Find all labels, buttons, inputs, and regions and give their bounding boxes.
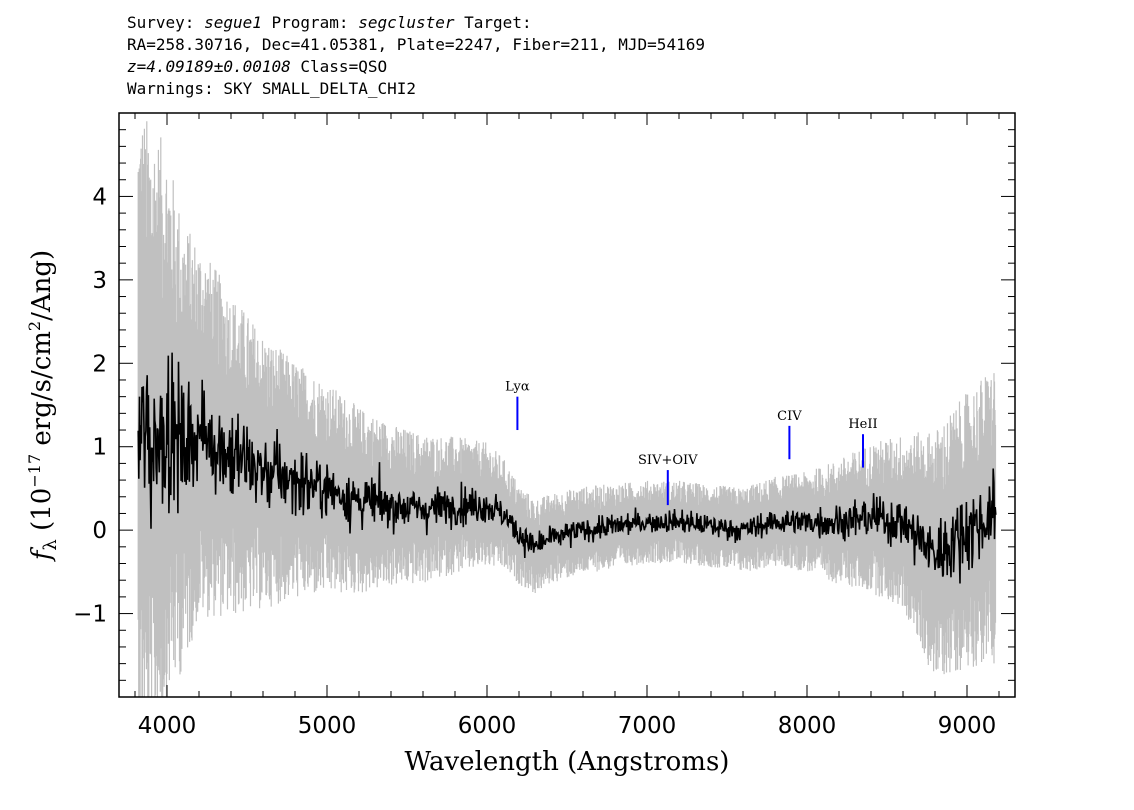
- spectrum-header: Survey: segue1 Program: segcluster Targe…: [127, 12, 705, 100]
- x-tick-label: 9000: [938, 713, 997, 739]
- error-band: [137, 121, 997, 697]
- survey-label: Survey:: [127, 13, 205, 32]
- error-spikes: [137, 121, 997, 697]
- flux-spectrum: [137, 352, 997, 584]
- y-tick-label: 2: [92, 351, 107, 377]
- warnings-line: Warnings: SKY SMALL_DELTA_CHI2: [127, 79, 416, 98]
- emission-line-label: Lyα: [505, 380, 530, 395]
- x-tick-label: 4000: [138, 713, 197, 739]
- redshift-line: z=4.09189±0.00108 Class=QSO: [127, 56, 705, 78]
- emission-line-label: SIV+OIV: [638, 453, 698, 468]
- y-tick-label: 0: [92, 518, 107, 544]
- x-tick-label: 7000: [618, 713, 677, 739]
- survey-line: Survey: segue1 Program: segcluster Targe…: [127, 12, 705, 34]
- redshift-value: z=4.09189±0.00108: [127, 57, 291, 76]
- axis-ticks: [119, 112, 1015, 698]
- program-label: Program:: [261, 13, 359, 32]
- target-label: Target:: [454, 13, 532, 32]
- y-tick-label: 4: [92, 184, 107, 210]
- y-tick-label: −1: [73, 602, 107, 628]
- flux-line: [137, 352, 997, 584]
- x-axis-title: Wavelength (Angstroms): [405, 747, 730, 777]
- plot-frame: [118, 112, 1016, 698]
- emission-line-markers: Lyα SIV+OIV CIV HeII: [505, 380, 878, 506]
- x-tick-label: 6000: [458, 713, 517, 739]
- y-tick-labels: −1 0 1 2 3 4: [73, 184, 107, 627]
- program-value: segcluster: [358, 13, 455, 32]
- x-tick-labels: 4000 5000 6000 7000 8000 9000: [138, 713, 997, 739]
- emission-line-label: HeII: [848, 417, 877, 432]
- x-tick-label: 8000: [778, 713, 837, 739]
- x-tick-label: 5000: [298, 713, 357, 739]
- y-tick-label: 3: [92, 268, 107, 294]
- class-value: Class=QSO: [290, 57, 388, 76]
- y-tick-label: 1: [92, 435, 107, 461]
- coordinates-line: RA=258.30716, Dec=41.05381, Plate=2247, …: [127, 35, 705, 54]
- emission-line-label: CIV: [777, 409, 802, 424]
- y-axis-title: fλ (10−17 erg/s/cm2/Ang): [25, 250, 61, 562]
- survey-value: segue1: [204, 13, 262, 32]
